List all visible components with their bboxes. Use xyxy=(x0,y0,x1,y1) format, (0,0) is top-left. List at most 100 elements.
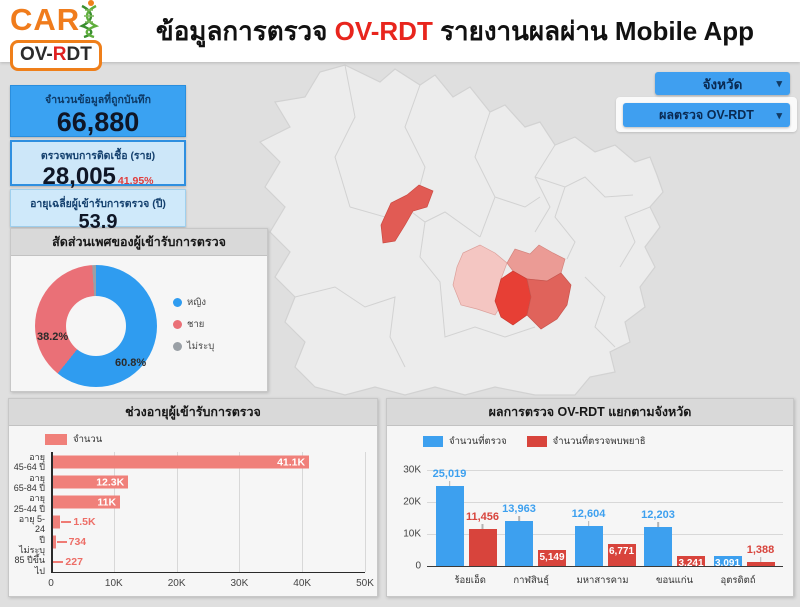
chevron-down-icon[interactable]: ▾ xyxy=(776,78,782,90)
gender-legend: หญิงชายไม่ระบุ xyxy=(173,295,214,354)
result-filter-dropdown[interactable]: ผลตรวจ OV-RDT ▾ xyxy=(623,103,790,127)
result-gridline xyxy=(427,502,783,503)
result-bar-slot: 3,091 xyxy=(713,470,742,570)
result-bar-slot: 1,388 xyxy=(746,470,775,566)
age-bar[interactable]: 11K xyxy=(51,495,121,509)
result-bar[interactable]: 3,241 xyxy=(677,555,705,569)
logo-brand-text: CAR xyxy=(10,2,81,37)
leader-line xyxy=(518,516,520,522)
result-bar[interactable]: 11,456 xyxy=(466,511,499,566)
age-category-label: อายุ 5-24 ปี xyxy=(18,514,45,545)
map-province-uttaradit[interactable] xyxy=(380,184,434,244)
result-bar[interactable]: 12,203 xyxy=(641,509,675,566)
age-bar[interactable]: 41.1K xyxy=(51,455,310,469)
result-category-label: ขอนแก่น xyxy=(655,575,694,586)
result-chart-legend: จำนวนที่ตรวจ จำนวนที่ตรวจพบพยาธิ xyxy=(423,434,646,449)
age-bar-rows: 41.1K 12.3K 11K 1.5K 734 227 xyxy=(51,452,365,572)
gender-legend-label: หญิง xyxy=(187,297,206,308)
age-chart-body: จำนวน อายุ 45-64 ปี อายุ 65-84 ปี อายุ 25-… xyxy=(9,426,377,596)
result-bar-group: 25,019 11,456 xyxy=(433,468,499,566)
result-y-tick: 10K xyxy=(403,528,421,540)
result-bar[interactable]: 6,771 xyxy=(607,544,636,566)
result-bar-value: 25,019 xyxy=(433,468,466,486)
result-bar-value: 13,963 xyxy=(502,503,536,522)
age-range-panel: ช่วงอายุผู้เข้ารับการตรวจ จำนวน อายุ 45-… xyxy=(8,398,378,597)
thailand-province-map[interactable] xyxy=(195,57,800,400)
result-legend-item[interactable]: จำนวนที่ตรวจพบพยาธิ xyxy=(526,434,646,449)
age-bar-value: 1.5K xyxy=(61,516,96,528)
gender-panel-title: สัดส่วนเพศของผู้เข้ารับการตรวจ xyxy=(11,229,267,256)
result-bar-value: 12,604 xyxy=(572,508,605,526)
age-bar-value: 41.1K xyxy=(277,456,306,468)
age-y-axis-line xyxy=(51,452,53,572)
map-province-roiet[interactable] xyxy=(526,272,572,330)
result-category-axis: ร้อยเอ็ด กาฬสินธุ์ มหาสารคาม ขอนแก่น อุตรดิต… xyxy=(427,573,783,588)
age-bar-row: 41.1K xyxy=(51,452,365,472)
age-panel-title: ช่วงอายุผู้เข้ารับการตรวจ xyxy=(9,399,377,426)
legend-dot-icon xyxy=(173,320,182,329)
age-x-tick: 0 xyxy=(48,578,54,589)
result-panel-title: ผลการตรวจ OV-RDT แยกตามจังหวัด xyxy=(387,399,793,426)
leader-line xyxy=(448,480,451,486)
age-x-axis-line xyxy=(51,571,365,573)
age-bar[interactable] xyxy=(51,515,61,529)
result-gridline xyxy=(427,470,783,471)
result-bar[interactable]: 13,963 xyxy=(502,503,536,566)
result-bar[interactable]: 1,388 xyxy=(746,544,775,566)
age-chart-legend[interactable]: จำนวน xyxy=(45,432,102,447)
result-bar-slot: 13,963 xyxy=(502,470,536,566)
result-bar[interactable]: 3,091 xyxy=(713,556,742,570)
kpi-infected-percent: 41.95% xyxy=(117,175,154,187)
result-y-tick: 20K xyxy=(403,496,421,508)
result-bar-group: 13,963 5,149 xyxy=(502,470,566,566)
age-bar[interactable] xyxy=(51,535,56,549)
age-bar-value: 227 xyxy=(53,556,83,568)
age-bar-row: 227 xyxy=(51,552,365,572)
result-bar-value: 3,241 xyxy=(678,557,704,569)
age-x-tick: 20K xyxy=(167,578,186,589)
legend-swatch-icon xyxy=(526,436,547,447)
chevron-down-icon[interactable]: ▾ xyxy=(776,109,782,122)
result-bar[interactable]: 25,019 xyxy=(433,468,466,566)
result-bar-slot: 5,149 xyxy=(538,470,566,566)
age-legend-label: จำนวน xyxy=(73,434,103,445)
gender-ratio-panel: สัดส่วนเพศของผู้เข้ารับการตรวจ 60.8% 38.… xyxy=(10,228,268,392)
gender-legend-item[interactable]: หญิง xyxy=(173,295,214,310)
result-y-tick: 30K xyxy=(403,464,421,476)
result-x-axis-line xyxy=(427,565,783,567)
province-filter-dropdown[interactable]: จังหวัด ▾ xyxy=(655,72,790,95)
result-bar-value: 3,091 xyxy=(714,558,741,570)
result-category-label: มหาสารคาม xyxy=(576,575,629,586)
kpi-records-card[interactable]: จำนวนข้อมูลที่ถูกบันทึก 66,880 xyxy=(10,85,186,137)
result-y-axis-ticks: 30K 20K 10K 0 xyxy=(391,465,421,572)
result-bar-slot: 3,241 xyxy=(677,470,705,569)
result-chart-body: จำนวนที่ตรวจ จำนวนที่ตรวจพบพยาธิ 30K 20K 10… xyxy=(387,426,793,596)
age-x-tick: 40K xyxy=(293,578,312,589)
province-filter-label: จังหวัด xyxy=(702,76,743,92)
kpi-avg-age-card[interactable]: อายุเฉลี่ยผู้เข้ารับการตรวจ (ปี) 53.9 xyxy=(10,189,186,233)
leader-line xyxy=(587,520,590,526)
result-bar-slot: 25,019 xyxy=(433,468,466,566)
age-bar[interactable]: 12.3K xyxy=(51,475,129,489)
gender-legend-item[interactable]: ไม่ระบุ xyxy=(173,339,214,354)
header-bar: ข้อมูลการตรวจ OV-RDT รายงานผลผ่าน Mobile… xyxy=(0,0,800,62)
gender-legend-item[interactable]: ชาย xyxy=(173,317,214,332)
result-legend-item[interactable]: จำนวนที่ตรวจ xyxy=(423,434,507,449)
leader-line xyxy=(481,524,484,530)
kpi-records-value: 66,880 xyxy=(56,107,140,137)
result-bar[interactable]: 12,604 xyxy=(572,508,605,566)
result-category-label: อุตรดิตถ์ xyxy=(720,575,756,586)
result-bar-group: 12,203 3,241 xyxy=(641,470,705,569)
result-bar-group: 3,091 1,388 xyxy=(713,470,775,570)
logo-sub-r: R xyxy=(52,44,67,65)
gender-donut[interactable] xyxy=(35,265,157,387)
result-bar-value: 5,149 xyxy=(539,551,565,563)
result-legend-label: จำนวนที่ตรวจ xyxy=(449,436,507,447)
kpi-infected-card[interactable]: ตรวจพบการติดเชื้อ (ราย) 28,005 41.95% xyxy=(10,140,186,189)
age-x-tick: 10K xyxy=(104,578,123,589)
result-bar[interactable]: 5,149 xyxy=(538,549,566,566)
title-suffix: รายงานผลผ่าน Mobile App xyxy=(432,15,755,46)
age-gridline xyxy=(302,452,304,572)
donut-label-male: 38.2% xyxy=(37,331,69,343)
age-category-label: อายุ 45-64 ปี xyxy=(13,452,45,473)
